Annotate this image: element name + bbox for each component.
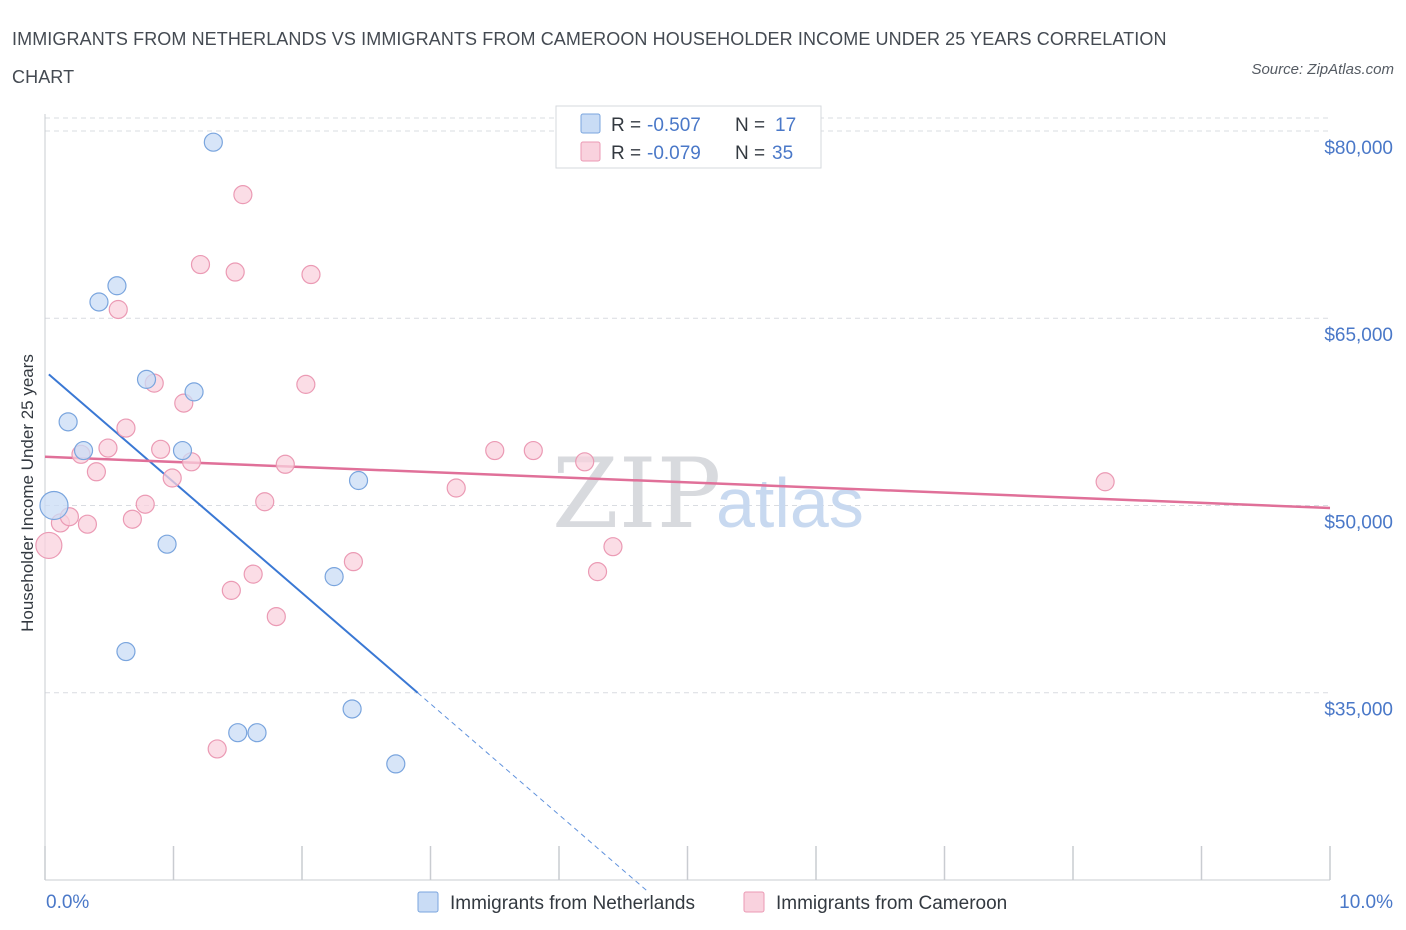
point-netherlands xyxy=(203,132,223,152)
point-cameroon xyxy=(190,254,211,275)
point-netherlands xyxy=(73,440,94,461)
legend-swatch-netherlands xyxy=(580,113,601,134)
y-tick-labels: $35,000 $50,000 $65,000 $80,000 xyxy=(1324,138,1393,721)
x-tick-label: 10.0% xyxy=(1339,892,1393,913)
point-netherlands xyxy=(136,369,157,389)
grid-lines xyxy=(45,117,1330,694)
point-netherlands xyxy=(172,440,193,461)
point-cameroon xyxy=(116,418,136,438)
source-credit: Source: ZipAtlas.com xyxy=(1251,61,1394,78)
point-cameroon xyxy=(243,564,263,584)
point-cameroon xyxy=(151,439,171,459)
point-cameroon xyxy=(446,478,466,498)
legend-r-label: R = xyxy=(611,143,641,164)
axes xyxy=(44,114,1331,881)
point-netherlands xyxy=(184,382,204,402)
point-cameroon xyxy=(343,552,363,572)
legend-r-value: -0.079 xyxy=(647,143,701,164)
point-cameroon xyxy=(86,462,107,482)
point-netherlands xyxy=(324,567,344,587)
legend-swatch-netherlands xyxy=(417,891,439,913)
y-axis-label: Householder Income Under 25 years xyxy=(18,354,37,632)
point-cameroon xyxy=(575,452,595,472)
point-netherlands xyxy=(228,723,248,743)
point-cameroon xyxy=(122,509,142,529)
data-points xyxy=(35,132,1115,774)
legend-n-label: N = xyxy=(735,143,765,164)
point-cameroon xyxy=(255,492,275,512)
x-tick-labels: 0.0% 10.0% xyxy=(46,892,1393,913)
point-cameroon xyxy=(35,531,63,560)
point-netherlands xyxy=(157,534,177,554)
y-tick-label: $80,000 xyxy=(1324,138,1393,159)
point-netherlands xyxy=(89,292,109,312)
point-cameroon xyxy=(207,739,227,759)
point-cameroon xyxy=(296,374,316,394)
point-netherlands xyxy=(58,412,78,432)
watermark-zip: ZIP xyxy=(552,438,721,550)
point-cameroon xyxy=(77,514,98,534)
legend-n-value: 17 xyxy=(775,115,796,136)
point-netherlands xyxy=(39,490,69,521)
point-cameroon xyxy=(225,262,245,282)
legend-n-label: N = xyxy=(735,115,765,136)
trend-line-netherlands-extension xyxy=(417,692,650,893)
point-cameroon xyxy=(523,440,543,461)
legend-r-label: R = xyxy=(611,115,641,136)
point-cameroon xyxy=(587,562,608,582)
point-cameroon xyxy=(221,580,241,600)
point-netherlands xyxy=(107,276,127,296)
point-cameroon xyxy=(266,606,286,627)
legend-n-value: 35 xyxy=(772,143,793,164)
point-netherlands xyxy=(386,754,406,774)
legend-label-netherlands: Immigrants from Netherlands xyxy=(450,893,695,914)
point-netherlands xyxy=(116,641,136,662)
point-cameroon xyxy=(275,454,295,474)
watermark-atlas: atlas xyxy=(716,464,864,542)
y-tick-label: $35,000 xyxy=(1324,700,1393,721)
point-cameroon xyxy=(301,264,321,285)
point-cameroon xyxy=(162,468,182,488)
x-tick-label: 0.0% xyxy=(46,892,89,913)
correlation-legend: R = -0.507 N = 17 R = -0.079 N = 35 xyxy=(555,105,822,169)
y-tick-label: $50,000 xyxy=(1324,512,1393,533)
legend-swatch-cameroon xyxy=(743,891,765,913)
watermark: ZIP atlas xyxy=(552,438,864,550)
series-legend: Immigrants from Netherlands Immigrants f… xyxy=(417,891,1007,914)
point-cameroon xyxy=(485,440,505,461)
legend-swatch-cameroon xyxy=(580,141,601,162)
trend-lines xyxy=(44,373,1331,893)
point-cameroon xyxy=(135,494,155,514)
point-cameroon xyxy=(233,185,253,205)
trend-line-cameroon xyxy=(44,455,1331,510)
legend-label-cameroon: Immigrants from Cameroon xyxy=(776,893,1007,914)
legend-r-value: -0.507 xyxy=(647,115,701,136)
point-netherlands xyxy=(342,699,362,719)
point-cameroon xyxy=(108,299,128,320)
y-tick-label: $65,000 xyxy=(1324,325,1393,346)
point-cameroon xyxy=(98,438,118,458)
point-netherlands xyxy=(348,470,369,491)
point-cameroon xyxy=(603,537,623,557)
point-cameroon xyxy=(1095,472,1115,492)
trend-line-netherlands xyxy=(48,373,419,694)
chart-title: IMMIGRANTS FROM NETHERLANDS VS IMMIGRANT… xyxy=(12,29,1167,87)
point-netherlands xyxy=(247,723,267,743)
